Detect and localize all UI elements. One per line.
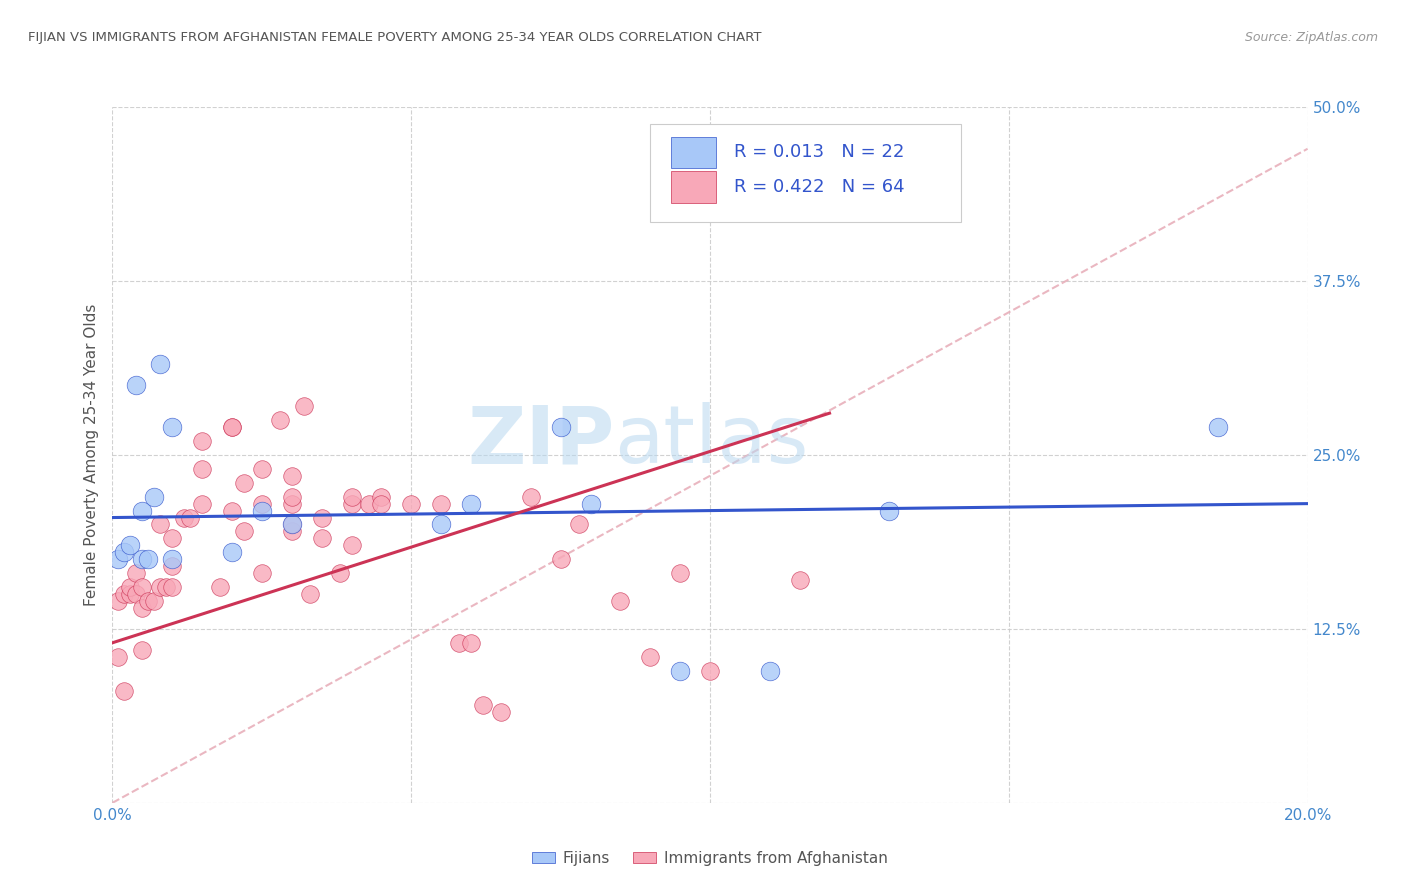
Text: ZIP: ZIP [467,402,614,480]
Point [162,420,183,434]
Point [640,649,662,664]
Point [550,552,572,566]
Point [107,552,129,566]
FancyBboxPatch shape [671,171,716,202]
Point [460,497,482,511]
Point [370,497,392,511]
Point [550,420,572,434]
Text: atlas: atlas [614,402,808,480]
Point [609,594,631,608]
Point [131,642,153,657]
Point [250,462,273,476]
Point [221,420,243,434]
Point [430,497,453,511]
Point [879,503,901,517]
Point [298,587,321,601]
Point [131,601,153,615]
Point [281,524,304,539]
Point [107,649,129,664]
Point [250,566,273,581]
Point [233,524,256,539]
Point [125,566,148,581]
Text: R = 0.013   N = 22: R = 0.013 N = 22 [734,144,904,161]
Point [233,475,256,490]
Point [114,684,135,698]
Point [520,490,543,504]
Point [370,490,392,504]
Point [281,517,304,532]
Point [568,517,591,532]
Point [162,532,183,546]
Point [138,552,160,566]
Point [250,497,273,511]
Legend: Fijians, Immigrants from Afghanistan: Fijians, Immigrants from Afghanistan [526,845,894,871]
Point [269,413,291,427]
Point [155,580,177,594]
Point [131,580,153,594]
Point [191,462,214,476]
Point [359,497,381,511]
Point [162,559,183,574]
Point [699,664,721,678]
Point [125,587,148,601]
Point [281,497,304,511]
Point [114,545,135,559]
Point [311,532,333,546]
Point [143,490,166,504]
Y-axis label: Female Poverty Among 25-34 Year Olds: Female Poverty Among 25-34 Year Olds [83,304,98,606]
Point [131,503,153,517]
Point [120,538,142,552]
Point [191,434,214,448]
Point [401,497,423,511]
Point [281,490,304,504]
Text: R = 0.422   N = 64: R = 0.422 N = 64 [734,178,904,196]
Point [340,497,363,511]
Point [138,594,160,608]
Point [209,580,232,594]
Point [162,580,183,594]
Point [669,566,692,581]
Text: Source: ZipAtlas.com: Source: ZipAtlas.com [1244,31,1378,45]
Point [149,580,172,594]
Point [131,552,153,566]
Point [489,706,512,720]
Point [340,538,363,552]
Point [191,497,214,511]
Point [221,545,243,559]
Point [173,510,195,524]
Point [149,517,172,532]
Point [250,503,273,517]
Point [472,698,495,713]
Point [281,517,304,532]
Point [221,420,243,434]
FancyBboxPatch shape [651,124,962,222]
Point [120,587,142,601]
Point [114,587,135,601]
Point [107,594,129,608]
Point [430,517,453,532]
FancyBboxPatch shape [671,136,716,168]
Point [460,636,482,650]
Point [179,510,201,524]
Point [143,594,166,608]
Point [221,503,243,517]
Point [329,566,352,581]
Point [1206,420,1229,434]
Point [669,664,692,678]
Text: FIJIAN VS IMMIGRANTS FROM AFGHANISTAN FEMALE POVERTY AMONG 25-34 YEAR OLDS CORRE: FIJIAN VS IMMIGRANTS FROM AFGHANISTAN FE… [28,31,762,45]
Point [149,358,172,372]
Point [340,490,363,504]
Point [120,580,142,594]
Point [162,552,183,566]
Point [789,573,811,587]
Point [449,636,471,650]
Point [281,468,304,483]
Point [292,399,315,413]
Point [125,378,148,392]
Point [759,664,782,678]
Point [311,510,333,524]
Point [579,497,602,511]
